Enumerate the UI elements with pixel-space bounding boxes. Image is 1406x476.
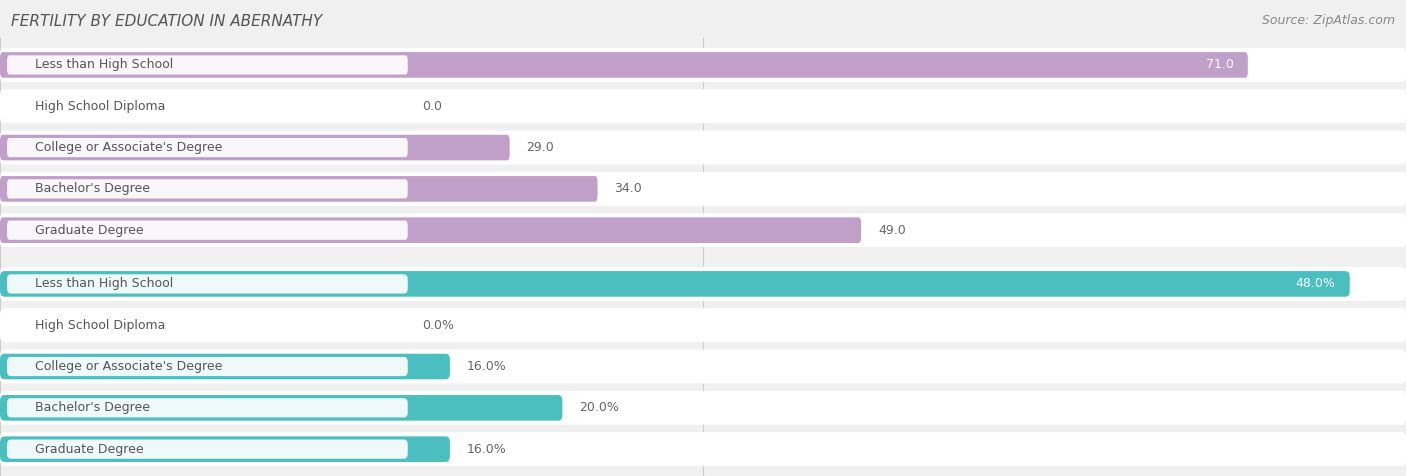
FancyBboxPatch shape [7,138,408,157]
FancyBboxPatch shape [0,395,562,421]
Text: High School Diploma: High School Diploma [35,319,166,332]
FancyBboxPatch shape [0,436,450,462]
Text: FERTILITY BY EDUCATION IN ABERNATHY: FERTILITY BY EDUCATION IN ABERNATHY [11,14,322,30]
FancyBboxPatch shape [0,135,509,160]
FancyBboxPatch shape [0,354,450,379]
FancyBboxPatch shape [7,316,408,335]
Text: Graduate Degree: Graduate Degree [35,224,143,237]
Text: College or Associate's Degree: College or Associate's Degree [35,141,222,154]
FancyBboxPatch shape [7,274,408,294]
FancyBboxPatch shape [0,89,1406,123]
FancyBboxPatch shape [0,130,1406,165]
Text: College or Associate's Degree: College or Associate's Degree [35,360,222,373]
Text: 29.0: 29.0 [527,141,554,154]
FancyBboxPatch shape [7,357,408,376]
Text: 71.0: 71.0 [1206,59,1234,71]
FancyBboxPatch shape [0,432,1406,466]
FancyBboxPatch shape [7,439,408,459]
Text: 20.0%: 20.0% [579,401,619,414]
Text: Less than High School: Less than High School [35,59,173,71]
FancyBboxPatch shape [0,172,1406,206]
FancyBboxPatch shape [7,398,408,417]
FancyBboxPatch shape [0,48,1406,82]
FancyBboxPatch shape [7,97,408,116]
Text: Bachelor's Degree: Bachelor's Degree [35,182,150,195]
FancyBboxPatch shape [0,52,1249,78]
FancyBboxPatch shape [7,55,408,75]
Text: 49.0: 49.0 [877,224,905,237]
FancyBboxPatch shape [7,220,408,240]
Text: Source: ZipAtlas.com: Source: ZipAtlas.com [1261,14,1395,27]
FancyBboxPatch shape [0,349,1406,384]
Text: Bachelor's Degree: Bachelor's Degree [35,401,150,414]
Text: 16.0%: 16.0% [467,360,506,373]
FancyBboxPatch shape [0,391,1406,425]
Text: 16.0%: 16.0% [467,443,506,456]
Text: 34.0: 34.0 [614,182,643,195]
Text: 0.0%: 0.0% [422,319,454,332]
Text: Graduate Degree: Graduate Degree [35,443,143,456]
Text: 48.0%: 48.0% [1296,278,1336,290]
Text: 0.0: 0.0 [422,100,441,113]
FancyBboxPatch shape [0,271,1350,297]
FancyBboxPatch shape [0,267,1406,301]
FancyBboxPatch shape [0,213,1406,247]
Text: High School Diploma: High School Diploma [35,100,166,113]
FancyBboxPatch shape [0,176,598,202]
Text: Less than High School: Less than High School [35,278,173,290]
FancyBboxPatch shape [0,218,860,243]
FancyBboxPatch shape [0,308,1406,342]
FancyBboxPatch shape [7,179,408,198]
